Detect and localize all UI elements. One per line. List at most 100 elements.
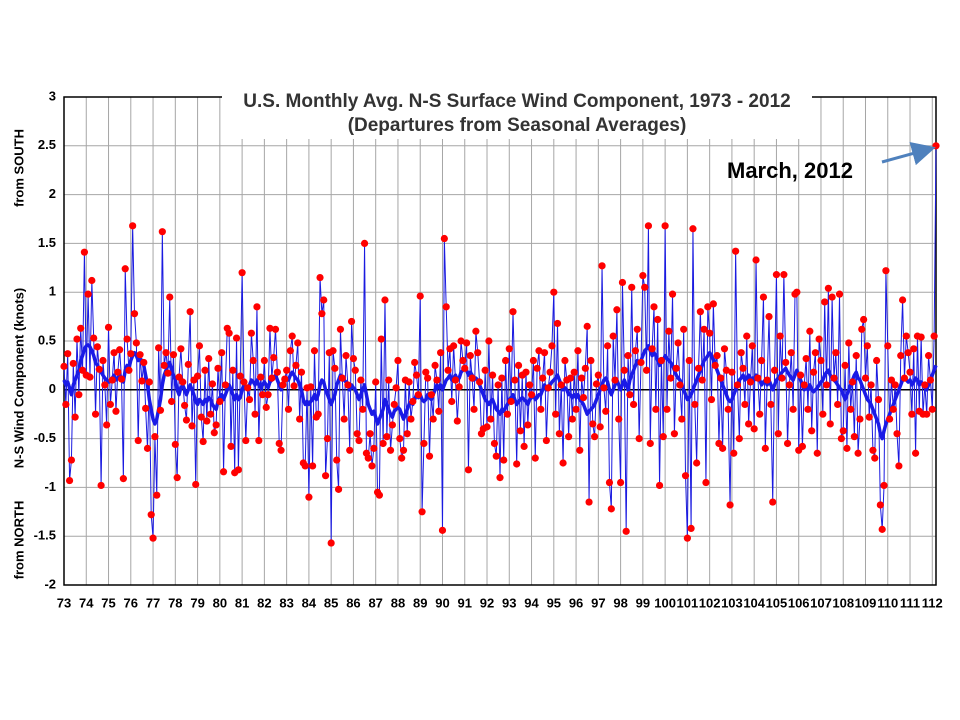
data-point [694, 364, 703, 372]
data-point [179, 378, 187, 386]
data-point [481, 366, 489, 374]
data-point [707, 395, 716, 404]
data-point [193, 372, 202, 380]
data-point [655, 481, 664, 490]
data-point [104, 323, 113, 331]
y-axis-label: from NORTH [11, 501, 26, 580]
data-point [301, 462, 309, 470]
data-point [837, 435, 845, 443]
data-point [706, 329, 714, 337]
data-point [475, 378, 484, 386]
y-tick-label: 1.5 [38, 235, 56, 250]
data-point [470, 405, 478, 413]
x-tick-label: 90 [435, 595, 449, 610]
data-point [911, 449, 920, 457]
data-point [665, 327, 673, 335]
data-point [650, 303, 658, 311]
data-point [732, 247, 740, 255]
data-point [681, 472, 690, 480]
data-point [713, 352, 721, 360]
data-point [674, 339, 682, 347]
data-point [396, 435, 404, 443]
data-point [88, 276, 96, 285]
data-point [353, 430, 361, 438]
data-point [613, 306, 621, 314]
data-point [730, 449, 738, 457]
data-point [531, 454, 539, 462]
data-point [861, 374, 870, 382]
data-point [668, 290, 677, 298]
data-point [435, 407, 443, 415]
data-point [576, 446, 584, 454]
data-point [783, 439, 792, 448]
data-point [611, 376, 619, 384]
data-point [309, 462, 317, 470]
data-point [349, 354, 358, 363]
data-point [917, 333, 925, 341]
data-point [570, 368, 578, 376]
data-point [821, 298, 829, 306]
x-tick-label: 96 [569, 595, 583, 610]
data-point [635, 435, 643, 443]
data-point [340, 415, 348, 423]
x-tick-label: 92 [480, 595, 494, 610]
data-point [796, 371, 805, 379]
data-point [279, 381, 287, 389]
data-point [450, 342, 458, 350]
y-tick-label: 1 [49, 284, 56, 299]
data-point [147, 511, 155, 519]
data-point [375, 491, 384, 499]
data-point [752, 256, 760, 264]
data-point [379, 439, 387, 448]
data-point [930, 332, 938, 340]
data-point [745, 420, 753, 428]
data-point [251, 410, 259, 418]
data-point [876, 501, 884, 509]
data-point [696, 308, 704, 316]
data-point [722, 366, 730, 374]
data-point [62, 400, 70, 409]
data-point [678, 415, 686, 423]
data-point [277, 446, 285, 454]
data-point [266, 324, 274, 332]
data-point [728, 368, 736, 376]
x-tick-label: 112 [922, 595, 943, 610]
data-point [923, 410, 931, 418]
y-tick-label: 3 [49, 88, 56, 103]
data-point [505, 345, 513, 353]
data-point [902, 332, 910, 340]
data-point [908, 410, 916, 418]
data-point [121, 265, 129, 273]
data-point [676, 381, 684, 389]
data-point [882, 267, 890, 275]
data-point [609, 332, 617, 340]
data-point [709, 300, 717, 308]
y-tick-label: 0.5 [38, 332, 56, 347]
data-point [654, 315, 662, 324]
data-point [513, 460, 521, 468]
data-point [733, 381, 742, 389]
data-point [474, 349, 482, 357]
data-point [583, 322, 591, 330]
data-point [717, 374, 725, 382]
data-point [271, 325, 280, 333]
data-point [804, 405, 812, 413]
data-point [763, 376, 771, 384]
data-point [854, 449, 862, 457]
data-point [880, 481, 888, 490]
data-point [806, 327, 814, 335]
data-point [637, 358, 645, 367]
data-point [284, 405, 293, 413]
data-point [195, 342, 204, 350]
data-point [522, 368, 530, 376]
data-point [355, 436, 363, 445]
data-point [487, 415, 495, 423]
data-point [95, 365, 103, 373]
data-point [383, 433, 391, 441]
data-point [863, 342, 871, 350]
data-point [188, 422, 196, 430]
data-point [232, 334, 241, 342]
data-point [205, 354, 213, 363]
data-point [767, 400, 775, 409]
data-point [700, 325, 708, 333]
